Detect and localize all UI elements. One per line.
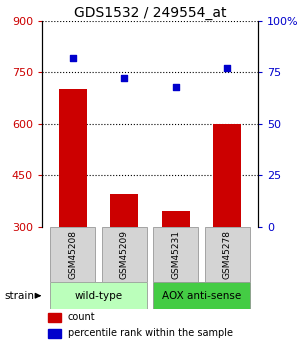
Bar (50, 282, 147, 309)
Bar (110, 194, 138, 330)
Bar (102, 227, 147, 282)
Bar (49, 313, 62, 322)
Text: percentile rank within the sample: percentile rank within the sample (68, 328, 233, 338)
Text: AOX anti-sense: AOX anti-sense (162, 291, 241, 301)
Bar (205, 227, 250, 282)
Bar (59, 89, 87, 330)
Point (70, 55, 75, 61)
Bar (162, 211, 190, 330)
Text: GSM45231: GSM45231 (171, 230, 180, 279)
Title: GDS1532 / 249554_at: GDS1532 / 249554_at (74, 6, 226, 20)
Bar (153, 227, 198, 282)
Bar (50, 227, 95, 282)
Point (225, 66, 230, 71)
Text: wild-type: wild-type (74, 291, 123, 301)
Point (122, 76, 127, 81)
Bar (213, 124, 241, 330)
Text: strain: strain (4, 291, 34, 301)
Bar (153, 282, 250, 309)
Bar (49, 329, 62, 338)
Text: GSM45208: GSM45208 (68, 230, 77, 279)
Text: GSM45209: GSM45209 (120, 230, 129, 279)
Text: count: count (68, 312, 95, 322)
Text: GSM45278: GSM45278 (223, 230, 232, 279)
Point (173, 84, 178, 89)
